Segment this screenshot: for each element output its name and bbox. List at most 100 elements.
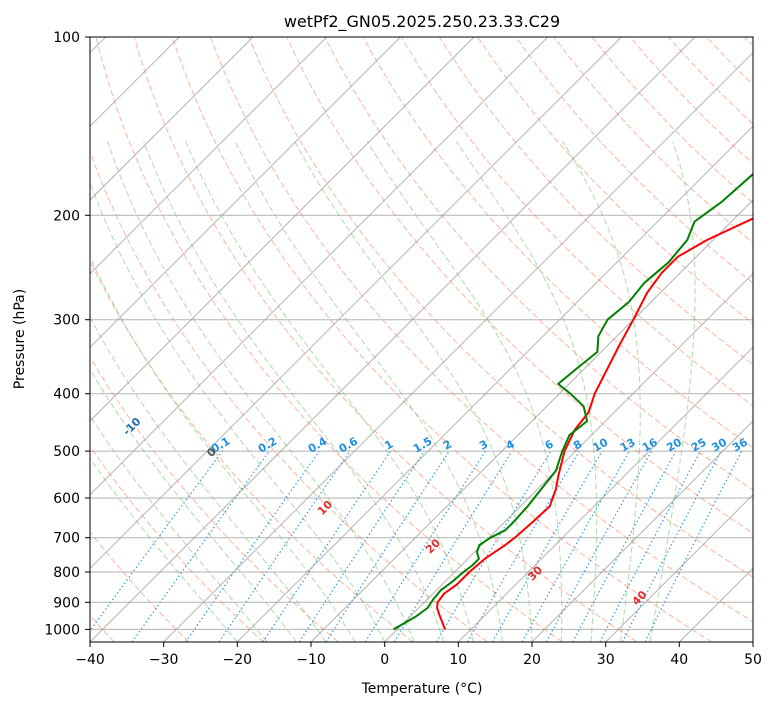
dry-adiabat <box>591 37 753 204</box>
x-axis: −40 −30 −20 −10 0 10 20 30 40 50 <box>75 642 762 668</box>
y-tick-label: 100 <box>53 30 80 46</box>
mixing-ratio-label: 13 <box>618 436 638 455</box>
profiles <box>392 172 753 631</box>
dry-adiabat <box>90 531 190 642</box>
dry-adiabat <box>90 259 414 642</box>
isotherm-line <box>90 37 401 349</box>
y-tick-label: 1000 <box>44 622 80 638</box>
isotherm-line <box>90 37 328 275</box>
dry-adiabat-label: 30 <box>525 563 545 583</box>
isotherm-line <box>752 641 753 642</box>
y-axis: 100 200 300 400 500 600 700 800 900 1000 <box>44 30 90 638</box>
isotherm-line <box>90 37 254 201</box>
y-tick-label: 400 <box>53 387 80 403</box>
dry-adiabat <box>706 37 753 86</box>
isotherm-line <box>236 125 753 642</box>
dry-adiabat <box>553 37 753 244</box>
mixing-ratio-label: 25 <box>689 436 709 455</box>
isotherm-line <box>531 420 753 642</box>
mixing-ratio-line <box>521 450 631 642</box>
moist-adiabat <box>90 368 297 642</box>
dry-adiabat <box>668 37 753 125</box>
dry-adiabat-label: 40 <box>630 588 650 608</box>
mixing-ratio-line <box>466 450 580 642</box>
y-tick-label: 700 <box>53 531 80 547</box>
y-tick-label: 900 <box>53 595 80 611</box>
mixing-ratio-line <box>393 450 513 642</box>
dry-adiabat <box>248 37 753 578</box>
background-lines <box>90 37 753 642</box>
isotherm-line <box>90 37 475 422</box>
mixing-ratio-line <box>599 450 702 642</box>
x-tick-label: −20 <box>223 652 253 668</box>
mixing-ratio-line <box>218 450 351 642</box>
mixing-ratio-label: 1 <box>382 438 395 453</box>
moist-adiabat <box>185 141 474 642</box>
x-tick-label: 30 <box>597 652 615 668</box>
dry-adiabat <box>515 37 753 284</box>
isotherm-line <box>310 199 753 642</box>
dry-adiabat <box>133 37 638 642</box>
dry-adiabat <box>629 37 753 165</box>
temperature-profile <box>436 217 753 630</box>
dry-adiabat <box>210 37 753 623</box>
y-tick-label: 300 <box>53 313 80 329</box>
dry-adiabat <box>400 37 753 407</box>
dry-adiabat <box>90 356 339 642</box>
isotherm-line <box>163 51 753 642</box>
isotherm-line <box>90 37 549 496</box>
mixing-ratio-line <box>644 450 743 642</box>
isotherm-line <box>90 37 622 570</box>
mixing-ratio-line <box>545 450 653 642</box>
dry-adiabat <box>744 37 753 47</box>
dry-adiabat-label: -10 <box>120 415 143 438</box>
x-tick-label: 20 <box>523 652 541 668</box>
mixing-ratio-label: 0.6 <box>337 434 361 455</box>
moist-adiabat <box>90 181 386 642</box>
mixing-ratio-label: 4 <box>504 437 517 452</box>
isotherm-line <box>457 346 753 642</box>
dry-adiabat <box>286 37 753 534</box>
y-tick-label: 600 <box>53 491 80 507</box>
x-tick-label: −30 <box>149 652 179 668</box>
x-tick-label: 40 <box>670 652 688 668</box>
isotherm-line <box>605 493 753 642</box>
isotherm-line <box>678 567 753 642</box>
moist-adiabat <box>649 141 696 642</box>
x-tick-label: 50 <box>744 652 762 668</box>
dry-adiabat <box>477 37 753 325</box>
chart-title: wetPf2_GN05.2025.250.23.33.C29 <box>284 12 560 32</box>
dry-adiabat-label: 10 <box>315 498 335 518</box>
dewpoint-profile <box>392 172 753 631</box>
dry-adiabat <box>90 445 264 642</box>
mixing-ratio-label: 2 <box>441 438 454 453</box>
mixing-ratio-label: 16 <box>640 435 660 454</box>
plot-frame <box>89 36 754 643</box>
y-tick-label: 800 <box>53 565 80 581</box>
y-axis-label: Pressure (hPa) <box>12 289 28 389</box>
mixing-ratio-line <box>435 450 552 642</box>
x-axis-label: Temperature (°C) <box>361 681 483 697</box>
dry-adiabat <box>90 150 488 642</box>
dry-adiabat <box>324 37 753 491</box>
x-tick-label: 0 <box>380 652 389 668</box>
mixing-ratio-label: 36 <box>730 435 750 454</box>
dry-adiabat <box>438 37 753 366</box>
mixing-ratio-line <box>262 450 392 642</box>
dry-adiabat-label: 20 <box>423 536 443 556</box>
moist-adiabat <box>90 414 268 642</box>
y-tick-label: 500 <box>53 444 80 460</box>
mixing-ratio-line <box>298 450 425 642</box>
mixing-ratio-line <box>185 450 320 642</box>
x-tick-label: −40 <box>75 652 105 668</box>
x-tick-label: −10 <box>296 652 326 668</box>
moist-adiabat <box>455 141 598 642</box>
y-tick-label: 200 <box>53 208 80 224</box>
moist-adiabat <box>143 141 445 642</box>
mixing-ratio-line <box>572 450 677 642</box>
mixing-ratio-label: 30 <box>709 435 729 454</box>
isotherm-line <box>90 37 696 642</box>
mixing-ratio-line <box>325 450 450 642</box>
moist-adiabat <box>90 255 356 642</box>
